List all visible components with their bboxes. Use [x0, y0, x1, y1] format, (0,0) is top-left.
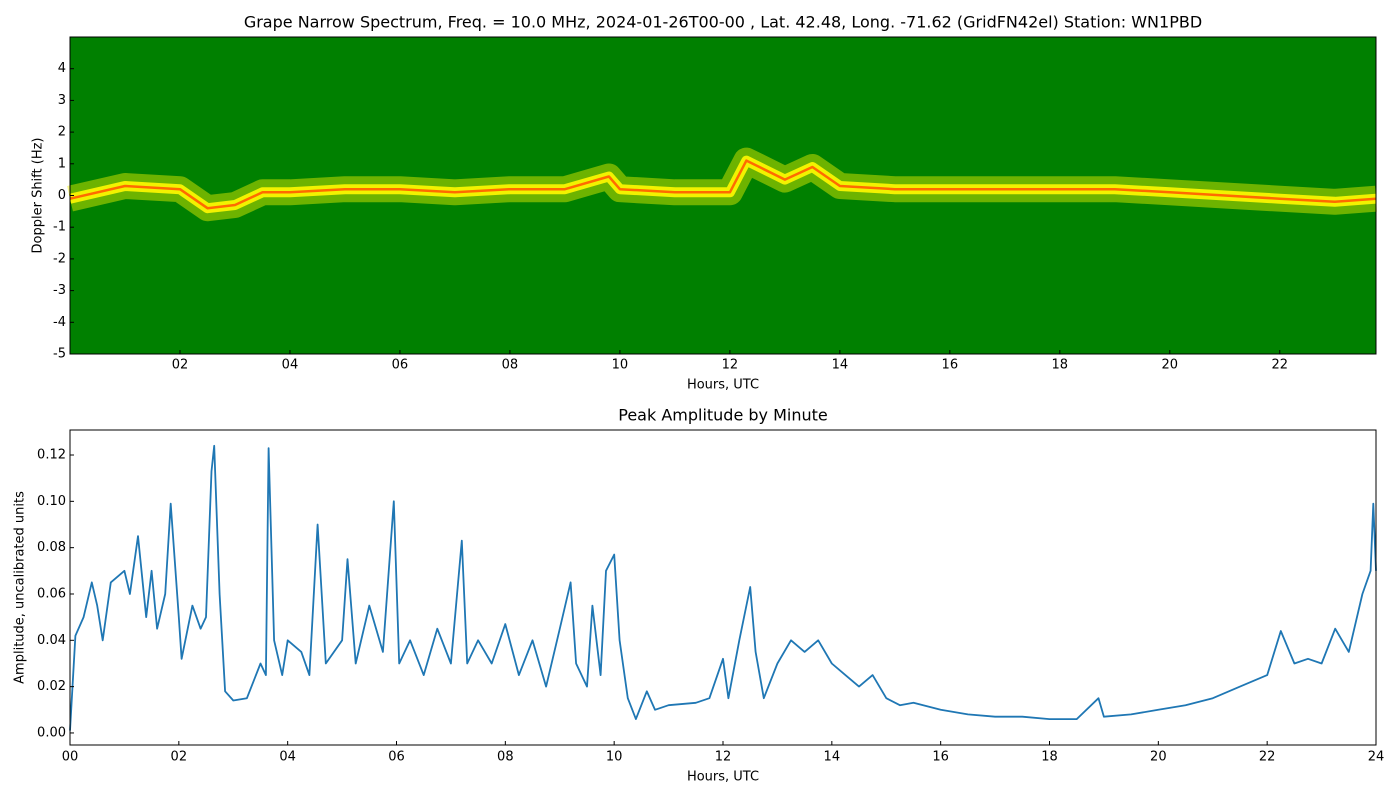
x-tick-label: 20	[1150, 750, 1167, 765]
x-tick-label: 08	[502, 358, 519, 373]
amplitude-line	[69, 444, 1377, 731]
signal-trace	[69, 159, 1377, 210]
x-tick-label: 16	[932, 750, 949, 765]
plot-frame	[69, 429, 1377, 746]
y-tick-label: -4	[53, 315, 66, 330]
y-tick-label: -3	[53, 283, 66, 298]
x-tick-label: 14	[832, 358, 849, 373]
y-tick-label: 0	[58, 188, 66, 203]
x-tick-label: 16	[942, 358, 959, 373]
x-tick-label: 24	[1368, 750, 1385, 765]
x-tick-label: 22	[1259, 750, 1276, 765]
y-tick-label: -2	[53, 251, 66, 266]
x-tick-label: 10	[612, 358, 629, 373]
x-tick-label: 02	[172, 358, 189, 373]
y-tick-label: 1	[58, 156, 66, 171]
x-tick-label: 12	[715, 750, 732, 765]
y-tick-label: 4	[58, 61, 66, 76]
x-tick-label: 18	[1041, 750, 1058, 765]
x-tick-label: 14	[824, 750, 841, 765]
y-tick-label: -1	[53, 220, 66, 235]
y-tick-label: 0.00	[37, 725, 66, 740]
y-tick-label: 0.04	[37, 633, 66, 648]
y-tick-label: 2	[58, 125, 66, 140]
chart-title: Peak Amplitude by Minute	[618, 406, 828, 425]
x-tick-label: 08	[497, 750, 514, 765]
y-axis-label: Doppler Shift (Hz)	[31, 138, 46, 254]
y-axis-label: Amplitude, uncalibrated units	[13, 491, 28, 684]
x-axis-label: Hours, UTC	[687, 770, 759, 785]
y-tick-label: 0.12	[37, 448, 66, 463]
x-axis-label: Hours, UTC	[687, 378, 759, 393]
x-tick-label: 04	[282, 358, 299, 373]
y-tick-label: 0.08	[37, 540, 66, 555]
y-tick-label: 0.10	[37, 494, 66, 509]
x-tick-label: 20	[1162, 358, 1179, 373]
x-tick-label: 18	[1052, 358, 1069, 373]
x-tick-label: 04	[279, 750, 296, 765]
x-tick-label: 12	[722, 358, 739, 373]
x-tick-label: 02	[171, 750, 188, 765]
chart-title: Grape Narrow Spectrum, Freq. = 10.0 MHz,…	[244, 13, 1202, 32]
x-tick-label: 06	[392, 358, 409, 373]
y-tick-label: 3	[58, 93, 66, 108]
x-tick-label: 22	[1271, 358, 1288, 373]
x-tick-label: 00	[62, 750, 79, 765]
x-tick-label: 10	[606, 750, 623, 765]
y-tick-label: 0.02	[37, 679, 66, 694]
y-tick-label: -5	[53, 347, 66, 362]
y-tick-label: 0.06	[37, 586, 66, 601]
x-tick-label: 06	[388, 750, 405, 765]
